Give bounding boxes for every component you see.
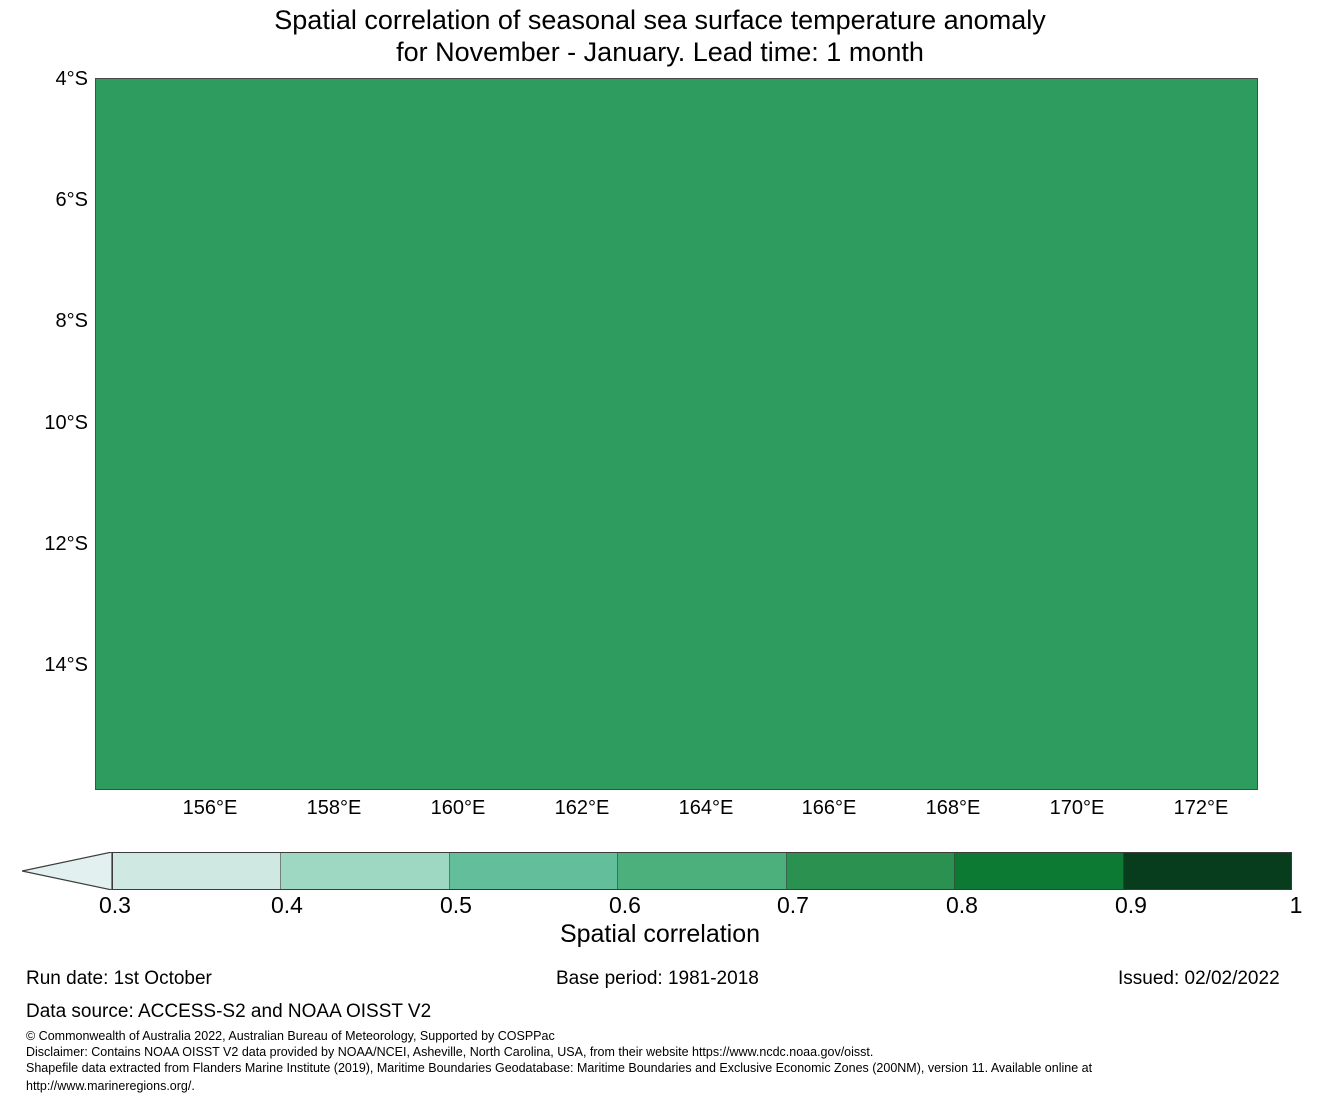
colorbar-axis-label: Spatial correlation (559, 920, 761, 948)
copyright-text: © Commonwealth of Australia 2022, Austra… (26, 1029, 555, 1043)
y-axis-tick-label: 8°S (55, 310, 88, 332)
colorbar-segment-4 (786, 853, 956, 889)
colorbar-tick-label: 0.5 (440, 892, 472, 918)
map-plot-area (95, 78, 1258, 790)
x-axis-tick-label: 156°E (182, 797, 238, 819)
colorbar (0, 852, 1320, 892)
x-axis-tick-label: 162°E (554, 797, 610, 819)
x-axis-tick-label: 160°E (430, 797, 486, 819)
colorbar-tick-label: 1 (1289, 892, 1303, 918)
colorbar-tick-label: 0.4 (271, 892, 303, 918)
data-source-text: Data source: ACCESS-S2 and NOAA OISST V2 (26, 1001, 432, 1022)
colorbar-segment-3 (618, 853, 787, 889)
page-title: Spatial correlation of seasonal sea surf… (0, 4, 1320, 68)
colorbar-tick-label: 0.8 (946, 892, 978, 918)
shapefile-text-line-1: Shapefile data extracted from Flanders M… (26, 1061, 1093, 1075)
footer: Data source: ACCESS-S2 and NOAA OISST V2… (26, 1000, 1306, 1096)
y-axis-tick-label: 14°S (44, 654, 88, 676)
y-axis-tick-label: 12°S (44, 533, 88, 555)
colorbar-segment-1 (281, 853, 450, 889)
colorbar-tick-label: 0.6 (609, 892, 641, 918)
colorbar-tick-label: 0.3 (99, 892, 131, 918)
colorbar-tick-label: 0.7 (777, 892, 809, 918)
title-line-2: for November - January. Lead time: 1 mon… (396, 37, 924, 67)
colorbar-segment-6 (1123, 853, 1291, 889)
title-line-1: Spatial correlation of seasonal sea surf… (274, 5, 1046, 35)
x-axis-tick-label: 170°E (1049, 797, 1105, 819)
colorbar-segment-0 (113, 853, 282, 889)
x-axis-tick-label: 166°E (801, 797, 857, 819)
y-axis-tick-label: 10°S (44, 412, 88, 434)
y-axis-tick-label: 4°S (55, 68, 88, 90)
x-axis-tick-label: 172°E (1173, 797, 1229, 819)
disclaimer-text: Disclaimer: Contains NOAA OISST V2 data … (26, 1045, 874, 1059)
x-axis-tick-label: 168°E (925, 797, 981, 819)
metadata-row: Run date: 1st October Base period: 1981-… (0, 968, 1320, 992)
shapefile-text-line-2: http://www.marineregions.org/. (26, 1079, 195, 1093)
colorbar-tick-label: 0.9 (1115, 892, 1147, 918)
colorbar-gradient (112, 852, 1292, 890)
colorbar-extend-min-arrow (22, 852, 112, 890)
y-axis-tick-label: 6°S (55, 189, 88, 211)
x-axis-tick-label: 158°E (306, 797, 362, 819)
base-period-text: Base period: 1981-2018 (556, 968, 759, 989)
run-date-text: Run date: 1st October (26, 968, 212, 989)
issued-date-text: Issued: 02/02/2022 (1118, 968, 1280, 989)
correlation-heatmap-canvas (96, 79, 1257, 789)
colorbar-segment-5 (955, 853, 1124, 889)
colorbar-segment-2 (449, 853, 619, 889)
x-axis-tick-label: 164°E (678, 797, 734, 819)
